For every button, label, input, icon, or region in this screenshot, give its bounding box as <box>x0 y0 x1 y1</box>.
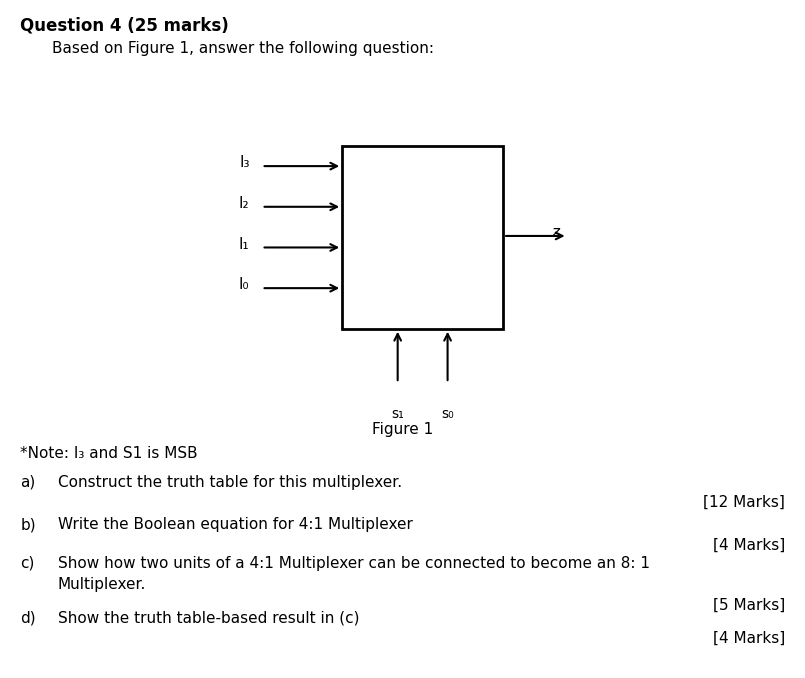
Text: z: z <box>551 225 559 240</box>
Text: s₀: s₀ <box>441 407 454 421</box>
Text: Based on Figure 1, answer the following question:: Based on Figure 1, answer the following … <box>52 41 435 56</box>
Text: d): d) <box>20 610 35 625</box>
Text: c): c) <box>20 556 35 571</box>
Text: I₃: I₃ <box>239 155 250 170</box>
Text: s₁: s₁ <box>391 407 404 421</box>
Text: I₁: I₁ <box>239 237 250 252</box>
Text: [4 Marks]: [4 Marks] <box>712 631 785 645</box>
Text: *Note: I₃ and S1 is MSB: *Note: I₃ and S1 is MSB <box>20 446 198 461</box>
FancyBboxPatch shape <box>342 146 503 329</box>
Text: b): b) <box>20 517 35 532</box>
Text: Construct the truth table for this multiplexer.: Construct the truth table for this multi… <box>58 475 402 490</box>
Text: Show how two units of a 4:1 Multiplexer can be connected to become an 8: 1: Show how two units of a 4:1 Multiplexer … <box>58 556 650 571</box>
Text: Multiplexer.: Multiplexer. <box>58 577 147 592</box>
Text: [5 Marks]: [5 Marks] <box>712 597 785 612</box>
Text: I₂: I₂ <box>239 196 250 211</box>
Text: a): a) <box>20 475 35 490</box>
Text: Show the truth table-based result in (c): Show the truth table-based result in (c) <box>58 610 360 625</box>
Text: Write the Boolean equation for 4:1 Multiplexer: Write the Boolean equation for 4:1 Multi… <box>58 517 413 532</box>
Text: [12 Marks]: [12 Marks] <box>703 495 785 510</box>
Text: Figure 1: Figure 1 <box>372 422 433 437</box>
Text: Question 4 (25 marks): Question 4 (25 marks) <box>20 17 229 35</box>
Text: I₀: I₀ <box>239 277 250 292</box>
Text: [4 Marks]: [4 Marks] <box>712 538 785 553</box>
